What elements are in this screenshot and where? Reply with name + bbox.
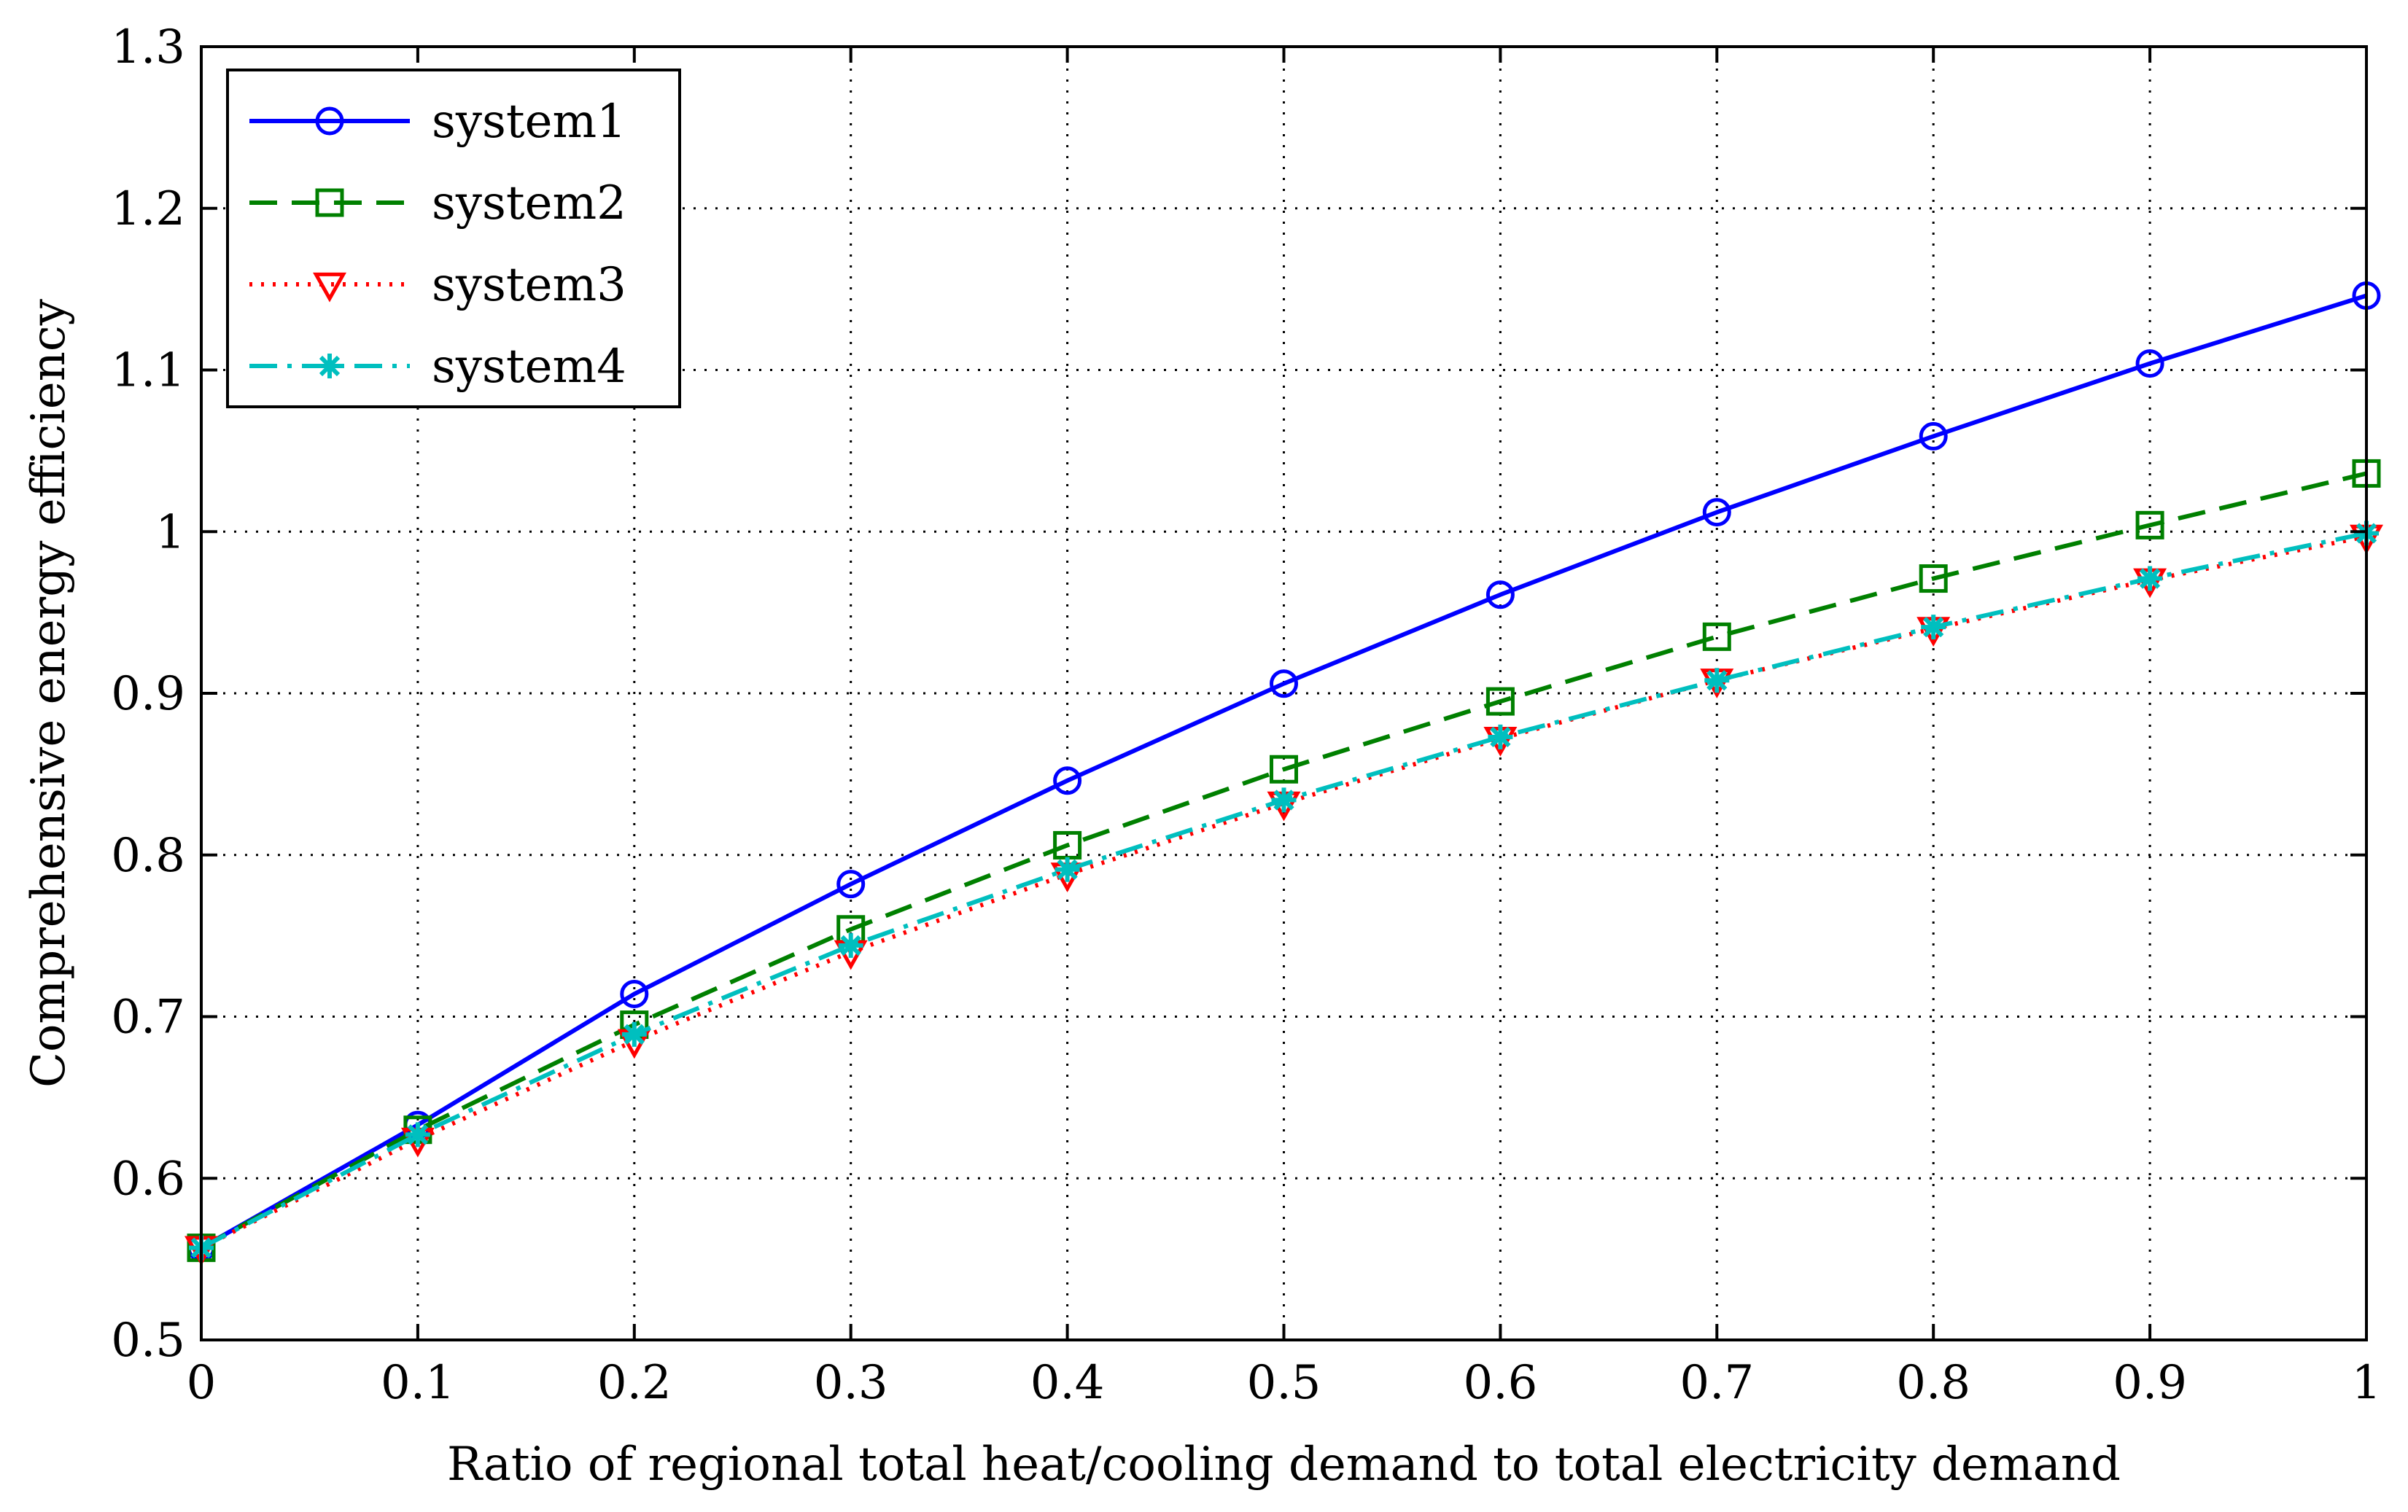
star-marker-stroke [2139, 568, 2161, 589]
series-line-system1 [200, 293, 2367, 1250]
x-tick-label: 0.8 [1896, 1356, 1970, 1410]
star-marker-stroke [319, 355, 341, 377]
y-tick-label: 0.8 [111, 829, 185, 883]
data-point-system1 [1485, 580, 1515, 609]
data-point-system1 [1270, 669, 1298, 698]
series-line-system2 [200, 471, 2367, 1250]
y-tick-label: 1.1 [111, 344, 185, 398]
data-point-system1 [2135, 349, 2164, 378]
data-point-system4 [621, 1021, 647, 1047]
data-point-system2 [1702, 622, 1731, 651]
legend-marker-system3 [313, 272, 346, 303]
data-point-system4 [1921, 615, 1946, 640]
data-point-system1 [1702, 498, 1731, 527]
star-marker-stroke [1057, 859, 1078, 880]
data-point-system4 [1488, 724, 1513, 749]
x-tick-label: 0.1 [381, 1356, 455, 1410]
y-tick-label: 0.5 [111, 1314, 185, 1368]
y-tick-label: 0.7 [111, 991, 185, 1045]
legend-marker-system1 [315, 106, 344, 136]
x-tick-labels: 0 0.1 0.2 0.3 0.4 0.5 0.6 0.7 0.8 0.9 1 [187, 1356, 2382, 1410]
x-axis-label: Ratio of regional total heat/cooling dem… [447, 1438, 2121, 1492]
data-point-system4 [2137, 566, 2163, 591]
legend-marker-system4 [317, 354, 342, 378]
x-tick-label: 0.5 [1247, 1356, 1321, 1410]
data-point-system1 [1053, 766, 1082, 795]
legend-entry-system2: system2 [249, 176, 626, 230]
series-layer [185, 281, 2383, 1266]
x-tick-label: 0.6 [1464, 1356, 1538, 1410]
x-tick-label: 0 [187, 1356, 217, 1410]
legend-label-system3: system3 [432, 258, 626, 312]
star-marker-stroke [1923, 616, 1944, 638]
star-marker-stroke [407, 1124, 429, 1145]
data-point-system1 [620, 979, 649, 1008]
star-marker-stroke [624, 1024, 645, 1045]
legend-label-system2: system2 [432, 176, 626, 230]
legend-box [226, 69, 681, 408]
data-point-system4 [838, 932, 863, 958]
legend: system1 system2 system3 system4 [226, 69, 681, 408]
x-tick-label: 1 [2352, 1356, 2382, 1410]
star-marker-stroke [1490, 726, 1511, 748]
y-tick-label: 1 [155, 505, 185, 559]
data-point-system2 [1485, 687, 1515, 716]
data-point-system2 [2135, 510, 2164, 539]
data-point-system4 [1271, 787, 1297, 813]
star-marker-stroke [840, 935, 861, 956]
legend-entry-system1: system1 [249, 95, 626, 149]
y-axis-label: Comprehensive energy efficiency [22, 299, 76, 1088]
x-tick-label: 0.3 [814, 1356, 888, 1410]
legend-label-system4: system4 [432, 340, 626, 394]
data-point-system1 [836, 870, 866, 899]
data-point-system4 [405, 1122, 430, 1147]
data-point-system2 [1270, 755, 1298, 784]
x-tick-label: 0.2 [597, 1356, 672, 1410]
star-marker-stroke [1273, 790, 1294, 811]
y-tick-label: 0.6 [111, 1152, 185, 1206]
legend-entry-system3: system3 [249, 258, 626, 312]
legend-entry-system4: system4 [249, 340, 626, 394]
y-tick-label: 0.9 [111, 667, 185, 721]
data-point-system1 [1919, 421, 1948, 451]
axis-ticks [200, 45, 2368, 1341]
y-tick-labels: 0.5 0.6 0.7 0.8 0.9 1 1.1 1.2 1.3 [111, 20, 185, 1368]
data-point-system2 [1919, 564, 1948, 593]
data-point-system4 [1704, 668, 1730, 693]
star-marker-stroke [1706, 670, 1728, 691]
legend-marker-system2 [315, 188, 344, 217]
y-tick-label: 1.2 [111, 182, 185, 236]
legend-label-system1: system1 [432, 95, 626, 149]
x-tick-label: 0.9 [2113, 1356, 2187, 1410]
x-tick-label: 0.4 [1030, 1356, 1105, 1410]
x-tick-label: 0.7 [1679, 1356, 1754, 1410]
y-tick-label: 1.3 [111, 20, 185, 74]
data-point-system4 [1055, 857, 1080, 882]
